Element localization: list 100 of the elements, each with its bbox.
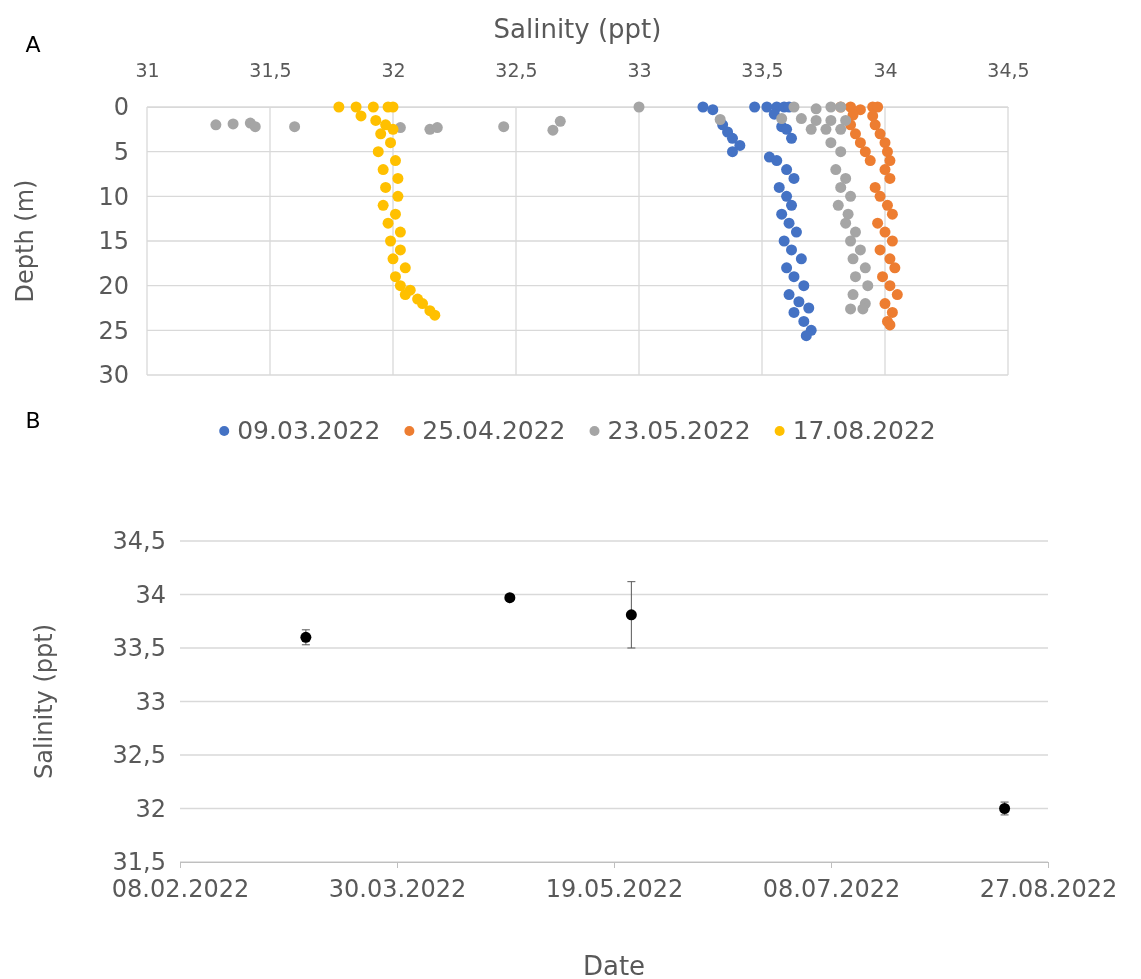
point <box>862 280 874 292</box>
point <box>417 298 429 310</box>
point <box>825 137 837 149</box>
point <box>867 110 879 122</box>
point <box>881 146 893 158</box>
point <box>385 235 397 247</box>
point <box>820 123 832 135</box>
point <box>370 114 382 126</box>
point <box>786 132 798 144</box>
point <box>884 253 896 265</box>
point <box>872 217 884 229</box>
point <box>788 306 800 318</box>
y-axis-title: Depth (m) <box>11 179 39 303</box>
y-tick-label: 10 <box>98 182 129 211</box>
point <box>874 244 886 256</box>
text: A <box>25 32 41 57</box>
y-tick-label: 20 <box>98 271 129 300</box>
point <box>788 271 800 283</box>
point <box>377 199 389 211</box>
legend-label: 17.08.2022 <box>792 416 936 445</box>
point <box>375 128 387 140</box>
point <box>380 181 392 193</box>
point <box>886 306 898 318</box>
y-tick-label: 32 <box>135 794 166 823</box>
y-tick-label: 25 <box>98 316 129 345</box>
point <box>810 103 822 115</box>
point <box>783 289 795 301</box>
point <box>800 330 812 342</box>
point <box>845 190 857 202</box>
point <box>778 235 790 247</box>
point <box>394 280 406 292</box>
point <box>776 208 788 220</box>
point <box>869 119 881 131</box>
point <box>889 262 901 274</box>
point <box>749 101 761 113</box>
point <box>394 226 406 238</box>
point <box>389 208 401 220</box>
point <box>399 289 411 301</box>
x-tick-label: 08.07.2022 <box>762 875 901 904</box>
point <box>891 289 903 301</box>
point <box>707 104 719 116</box>
point <box>781 164 793 176</box>
x-axis-title: Date <box>582 951 646 979</box>
point <box>788 172 800 184</box>
point <box>498 121 510 133</box>
point <box>840 217 852 229</box>
x-tick-label: 31 <box>135 59 160 81</box>
point <box>776 113 788 125</box>
point <box>884 319 896 331</box>
point <box>840 114 852 126</box>
legend-label: 09.03.2022 <box>237 416 381 445</box>
point <box>761 101 773 113</box>
x-tick-label: 34,5 <box>987 59 1030 81</box>
point <box>210 119 222 131</box>
x-tick-label: 31,5 <box>249 59 292 81</box>
point <box>788 101 800 113</box>
point <box>879 164 891 176</box>
y-tick-label: 33,5 <box>112 634 166 663</box>
point <box>874 128 886 140</box>
x-tick-label: 27.08.2022 <box>979 875 1118 904</box>
point <box>881 199 893 211</box>
x-tick-label: 33,5 <box>741 59 784 81</box>
point <box>355 110 367 122</box>
x-tick-label: 08.02.2022 <box>111 875 250 904</box>
point <box>884 155 896 167</box>
point <box>825 114 837 126</box>
point <box>625 609 637 621</box>
point <box>547 124 559 136</box>
point <box>554 115 566 127</box>
point <box>350 101 362 113</box>
point <box>697 101 709 113</box>
point <box>842 208 854 220</box>
y-tick-label: 31,5 <box>112 848 166 877</box>
legend-label: 23.05.2022 <box>607 416 751 445</box>
point <box>795 113 807 125</box>
point <box>835 146 847 158</box>
point <box>798 315 810 327</box>
point <box>798 280 810 292</box>
point <box>810 114 822 126</box>
point <box>633 101 645 113</box>
x-axis-title: Salinity (ppt) <box>493 14 662 44</box>
point <box>854 244 866 256</box>
y-tick-label: 32,5 <box>112 741 166 770</box>
point <box>385 137 397 149</box>
point <box>372 146 384 158</box>
point <box>289 121 301 133</box>
y-tick-label: 34,5 <box>112 527 166 556</box>
point <box>431 122 443 134</box>
legend-label: 25.04.2022 <box>422 416 566 445</box>
point <box>781 123 793 135</box>
point <box>249 121 261 133</box>
point <box>399 262 411 274</box>
point <box>847 289 859 301</box>
point <box>429 309 441 321</box>
point <box>773 181 785 193</box>
x-tick-label: 30.03.2022 <box>328 875 467 904</box>
point <box>793 296 805 308</box>
point <box>879 226 891 238</box>
point <box>726 132 738 144</box>
point <box>333 101 345 113</box>
